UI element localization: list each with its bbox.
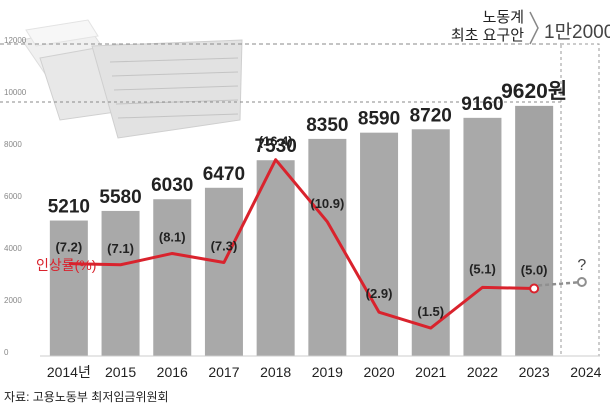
x-tick-label: 2018 [260, 364, 291, 380]
x-tick-label: 2017 [208, 364, 239, 380]
wage-label: 9160 [461, 94, 503, 115]
x-tick-label: 2020 [363, 364, 394, 380]
x-tick-label: 2022 [467, 364, 498, 380]
wage-label: 8720 [410, 105, 452, 126]
bar-2022 [463, 117, 502, 356]
rate-label: (7.2) [55, 240, 82, 255]
y-axis: 12000 10000 8000 6000 4000 2000 0 [4, 36, 27, 357]
rate-line [68, 158, 540, 330]
demand-bracket [529, 11, 539, 45]
banknote-stack-illustration [21, 19, 243, 139]
x-tick-label: 2024 [570, 364, 601, 380]
bar-2023 [515, 105, 554, 356]
rate-label: (7.3) [211, 239, 238, 254]
wage-label: 8350 [306, 115, 348, 136]
bar-2018 [256, 160, 295, 356]
bar-2019 [308, 138, 347, 356]
y-tick-label: 12000 [4, 36, 27, 45]
rate-label: (7.1) [107, 241, 134, 256]
x-tick-label: 2014년 [47, 364, 91, 380]
bar-2014년 [49, 220, 88, 356]
y-tick-label: 0 [4, 348, 9, 357]
y-tick-label: 8000 [4, 140, 22, 149]
bar-2016 [153, 199, 192, 356]
source-note: 자료: 고용노동부 최저임금위원회 [4, 390, 169, 404]
rate-label: (10.9) [310, 196, 344, 211]
wage-label: 6030 [151, 175, 193, 196]
forecast-question-mark: ? [577, 257, 586, 274]
bar-2015 [101, 210, 140, 356]
rate-point-2023 [529, 283, 540, 294]
rate-label: (2.9) [366, 286, 393, 301]
forecast-endpoint [576, 277, 587, 287]
wage-label: 7530 [255, 136, 297, 157]
wage-labels: 5210 5580 6030 6470 7530 8350 8590 8720 91609620… [48, 80, 567, 218]
x-tick-label: 2023 [519, 364, 550, 380]
rate-series-line [68, 158, 535, 330]
y-tick-label: 6000 [4, 192, 22, 201]
x-tick-label: 2016 [157, 364, 188, 380]
wage-label: 9620원 [501, 80, 567, 103]
rate-label: (16.4) [259, 134, 293, 149]
rate-label: (1.5) [417, 304, 444, 319]
rate-series-label: 인상률(%) [36, 257, 96, 273]
forecast-line [538, 280, 582, 287]
rate-labels: (7.2) (7.1) (8.1) (7.3) (16.4) (10.9) (2.9) (1.… [55, 134, 547, 319]
demand-value: 1만2000 [544, 21, 610, 43]
y-tick-label: 2000 [4, 296, 22, 305]
x-tick-label: 2021 [415, 364, 446, 380]
rate-label: (5.0) [521, 263, 548, 278]
bar-2020 [360, 132, 399, 356]
y-tick-label: 4000 [4, 244, 22, 253]
bar-2021 [411, 129, 450, 356]
wage-label: 5210 [48, 197, 90, 218]
demand-label-line2: 최초 요구안 [451, 27, 524, 44]
rate-label: (8.1) [159, 229, 186, 244]
x-axis: 2014년 2015 2016 2017 2018 2019 2020 2021 2022 202… [47, 364, 602, 380]
wage-label: 6470 [203, 164, 245, 185]
bars [49, 105, 554, 356]
demand-label-line1: 노동계 [483, 9, 524, 26]
wage-label: 5580 [99, 187, 141, 208]
y-tick-label: 10000 [4, 88, 27, 97]
wage-label: 8590 [358, 109, 400, 130]
x-tick-label: 2015 [105, 364, 136, 380]
bar-2017 [204, 187, 243, 356]
x-tick-label: 2019 [312, 364, 343, 380]
rate-label: (5.1) [469, 261, 496, 276]
